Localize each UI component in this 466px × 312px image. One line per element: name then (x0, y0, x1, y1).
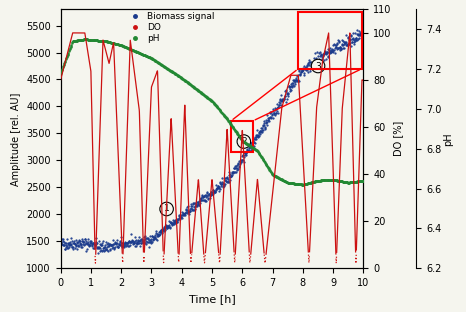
Y-axis label: Amplitude [rel. AU]: Amplitude [rel. AU] (11, 92, 21, 186)
Bar (231, 121, 253, 152)
Text: 3: 3 (315, 61, 321, 71)
Legend: Biomass signal, DO, pH: Biomass signal, DO, pH (123, 9, 218, 46)
X-axis label: Time [h]: Time [h] (189, 294, 235, 304)
Bar (298, 12, 362, 69)
Text: 1: 1 (164, 204, 170, 213)
Y-axis label: pH: pH (443, 132, 453, 146)
Y-axis label: DO [%]: DO [%] (393, 121, 403, 156)
Text: 2: 2 (241, 137, 247, 146)
